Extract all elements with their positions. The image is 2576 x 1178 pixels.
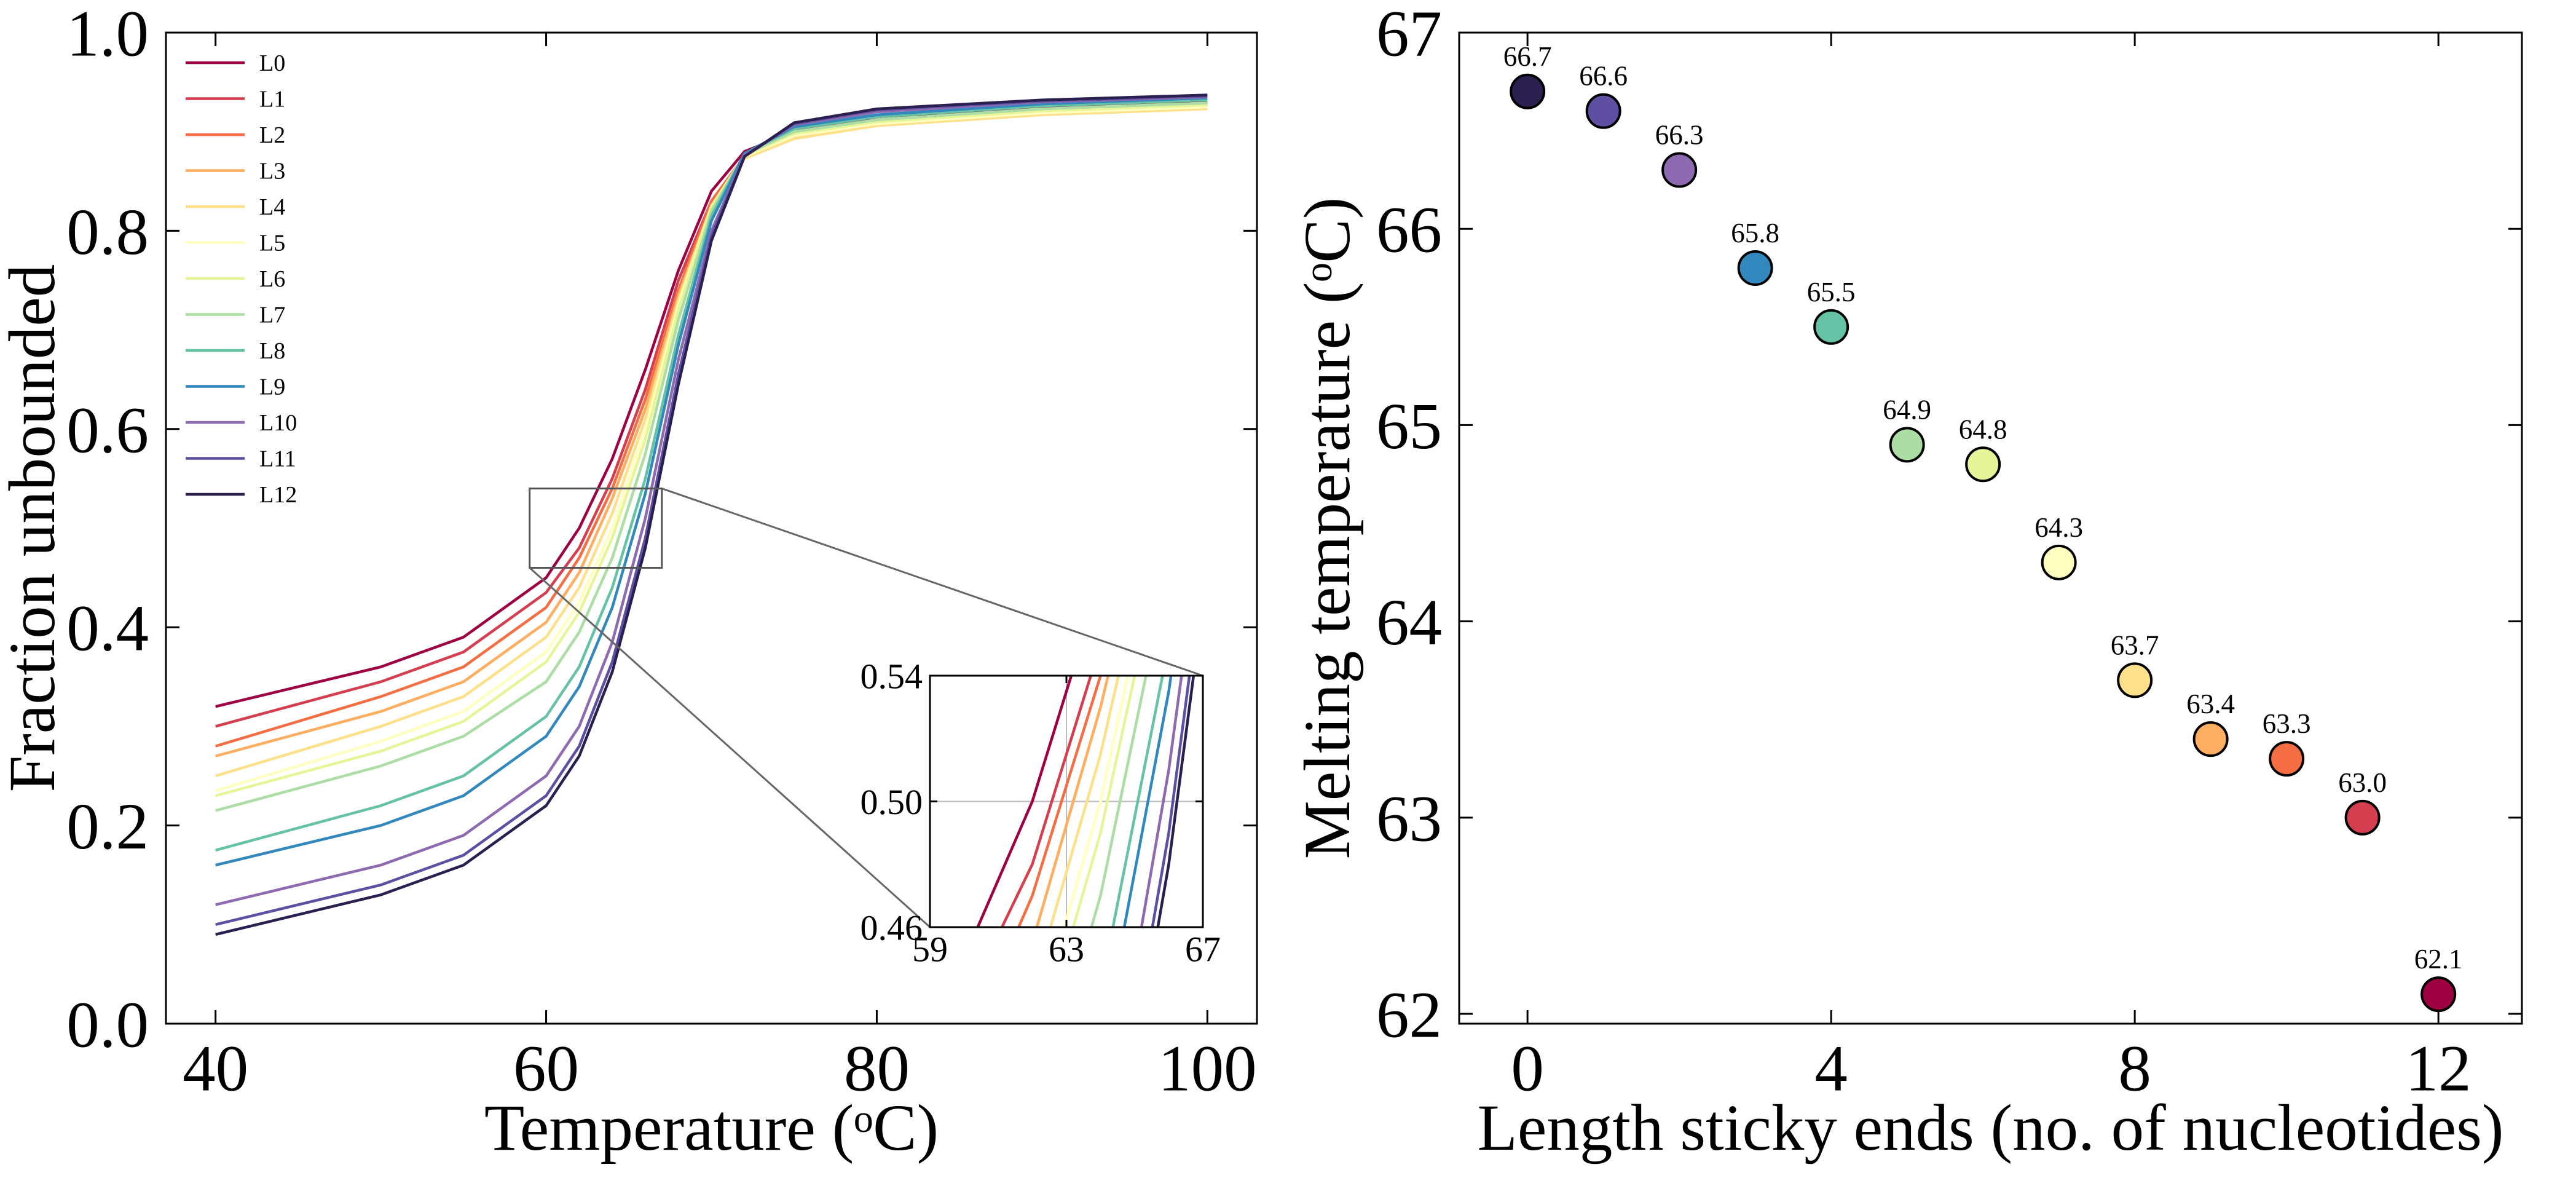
axes-frame (1458, 31, 2523, 1025)
data-label: 66.6 (1579, 61, 1628, 92)
y-tick-label: 0.54 (861, 656, 923, 696)
point (2269, 741, 2305, 777)
y-tick-label: 0.4 (66, 593, 149, 665)
y-tick-label: 0.50 (861, 782, 923, 822)
legend-label: L8 (259, 338, 285, 364)
legend-label: L12 (259, 482, 297, 508)
y-tick-label: 67 (1376, 0, 1442, 70)
y-tick-label: 64 (1376, 587, 1442, 659)
y-tick-label: 62 (1376, 979, 1442, 1051)
x-tick-label: 4 (1814, 1032, 1848, 1105)
point (1965, 446, 2001, 483)
line (215, 97, 1208, 867)
y-tick-label: 65 (1376, 390, 1442, 463)
y-tick-label: 0.2 (66, 791, 149, 863)
x-tick-label: 67 (1185, 930, 1221, 970)
data-label: 65.8 (1731, 218, 1779, 248)
legend-label: L1 (259, 87, 285, 113)
zoom-connector (529, 567, 931, 928)
point (2041, 544, 2077, 580)
line (215, 100, 1208, 708)
x-tick-label: 60 (513, 1032, 579, 1105)
x-tick-label: 63 (1049, 930, 1084, 970)
legend-label: L0 (259, 50, 285, 76)
point (1737, 250, 1773, 287)
x-tick-label: 80 (844, 1032, 910, 1105)
y-tick-label: 0.6 (66, 394, 149, 467)
data-label: 63.0 (2338, 767, 2387, 798)
line (215, 101, 1208, 812)
zoom-box (529, 488, 663, 569)
point (2117, 662, 2153, 698)
y-tick-label: 0.0 (66, 989, 149, 1061)
legend-label: L2 (259, 122, 285, 148)
x-tick-label: 0 (1511, 1032, 1544, 1105)
y-tick-label: 1.0 (66, 0, 149, 70)
legend-label: L10 (259, 410, 297, 436)
line (215, 98, 1208, 852)
data-label: 64.9 (1883, 394, 1931, 425)
point (1510, 73, 1546, 109)
y-tick-label: 63 (1376, 783, 1442, 855)
line (215, 102, 1208, 728)
data-label: 66.7 (1503, 41, 1552, 72)
legend-label: L7 (259, 302, 285, 328)
x-tick-label: 8 (2118, 1032, 2151, 1105)
data-label: 63.7 (2111, 630, 2159, 660)
zoom-connector (661, 488, 1203, 677)
point (1585, 93, 1621, 129)
data-label: 65.5 (1807, 277, 1856, 307)
point (1813, 309, 1849, 345)
y-tick-label: 66 (1376, 194, 1442, 267)
line (215, 105, 1208, 748)
legend-label: L9 (259, 374, 285, 400)
x-axis-label: Temperature (ᵒC) (484, 1092, 939, 1164)
legend-label: L6 (259, 266, 285, 292)
line (215, 107, 1208, 778)
legend-label: L4 (259, 194, 285, 220)
y-tick-label: 0.46 (861, 907, 923, 947)
legend-label: L11 (259, 446, 296, 472)
data-label: 64.8 (1959, 414, 2007, 445)
data-label: 62.1 (2414, 944, 2463, 974)
point (1889, 427, 1925, 463)
data-label: 66.3 (1655, 119, 1704, 150)
y-axis-label: Fraction unbounded (0, 264, 69, 793)
data-label: 64.3 (2034, 512, 2083, 543)
x-tick-label: 12 (2406, 1032, 2472, 1105)
x-axis-label: Length sticky ends (no. of nucleotides) (1478, 1092, 2504, 1164)
axes-frame (165, 31, 1258, 1025)
x-tick-label: 40 (183, 1032, 248, 1105)
legend-label: L5 (259, 231, 285, 256)
point (2344, 799, 2381, 836)
line (215, 103, 1208, 797)
point (1661, 152, 1698, 188)
y-axis-label: Melting temperature (ᵒC) (1291, 197, 1364, 860)
point (2420, 976, 2457, 1013)
legend-label: L3 (259, 159, 285, 184)
line (215, 105, 1208, 793)
line (215, 95, 1208, 906)
x-tick-label: 59 (912, 930, 948, 970)
line (215, 93, 1208, 936)
x-tick-label: 100 (1158, 1032, 1257, 1105)
y-tick-label: 0.8 (66, 196, 149, 269)
data-label: 63.4 (2186, 689, 2235, 719)
point (2192, 721, 2229, 757)
inset-frame (929, 674, 1204, 928)
data-label: 63.3 (2263, 708, 2311, 739)
